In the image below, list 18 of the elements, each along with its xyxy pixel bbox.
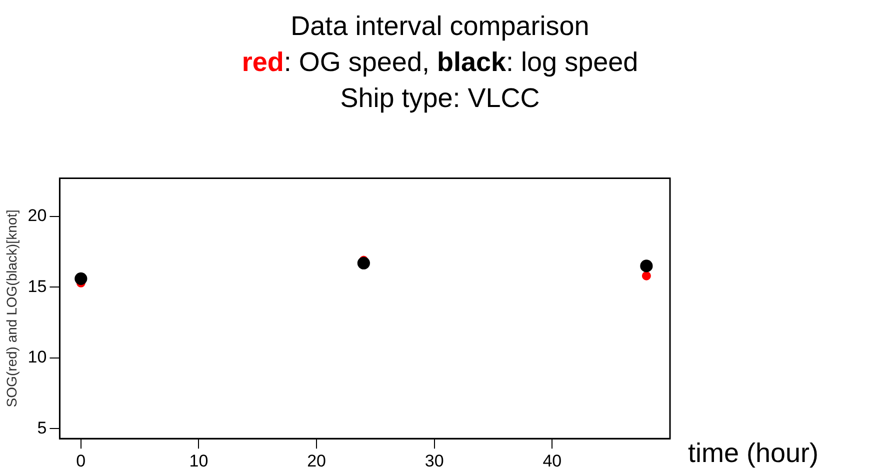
text: Ship type: VLCC — [339, 82, 541, 115]
x-tick-label: 40 — [542, 451, 562, 470]
point — [640, 260, 653, 272]
point — [74, 272, 88, 285]
chart-title: Data interval comparison — [290, 10, 590, 43]
point — [357, 256, 370, 270]
chart-subtitle: red: OG speed, black: log speed — [242, 47, 638, 77]
y-tick-label: 20 — [28, 206, 47, 226]
x-axis-title: time (hour) — [688, 438, 819, 469]
x-tick-label: 10 — [189, 451, 208, 470]
y-tick-label: 5 — [37, 418, 47, 438]
x-tick-label: 30 — [424, 451, 444, 470]
y-tick-label: 10 — [28, 348, 47, 367]
point — [642, 271, 651, 280]
y-axis-title: SOG(red) and LOG(black)[knot] — [3, 210, 20, 408]
x-tick-label: 0 — [76, 451, 86, 470]
y-tick-label: 15 — [28, 276, 47, 296]
x-tick-label: 20 — [307, 451, 326, 470]
